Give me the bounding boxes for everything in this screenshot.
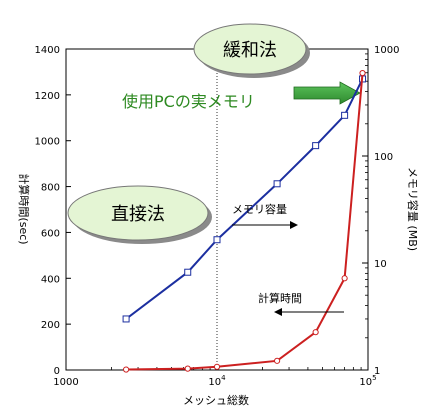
method-label-direct: 直接法 xyxy=(67,185,212,244)
series-layer xyxy=(122,69,367,373)
y-right-tick-label: 100 xyxy=(374,152,393,163)
x-tick-exponent: 5 xyxy=(372,374,376,382)
right-axis-title: メモリ容量 (MB) xyxy=(406,167,420,251)
data-point xyxy=(184,365,191,372)
data-point xyxy=(184,268,192,276)
y-left-tick-label: 200 xyxy=(41,320,60,331)
data-point xyxy=(341,275,348,282)
time-direction-arrow xyxy=(274,308,344,316)
data-point xyxy=(122,366,130,373)
x-tick-exponent: 4 xyxy=(221,374,226,382)
data-point xyxy=(273,357,281,364)
ellipse xyxy=(67,185,209,241)
memory-limit-label: 使用PCの実メモリ xyxy=(122,92,255,111)
method-left-text: 直接法 xyxy=(111,204,165,225)
left-axis-title: 計算時間(sec) xyxy=(17,173,31,244)
y-right-tick-label: 1000 xyxy=(374,45,399,56)
y-left-tick-label: 1200 xyxy=(35,91,60,102)
series-1 xyxy=(122,69,366,373)
time-series-label: 計算時間 xyxy=(258,291,302,305)
y-right-tick-label: 10 xyxy=(374,259,387,270)
data-point xyxy=(312,142,320,150)
memory-series-label: メモリ容量 xyxy=(232,202,287,216)
data-point xyxy=(122,315,130,323)
y-left-tick-label: 400 xyxy=(41,274,60,285)
y-left-tick-label: 1000 xyxy=(35,137,60,148)
method-label-relaxation: 緩和法 xyxy=(193,23,310,78)
data-point xyxy=(341,111,349,119)
y-left-tick-label: 1400 xyxy=(35,45,60,56)
left-axis-ticks: 0 200 400 600 800 1000 1200 1400 xyxy=(35,45,71,377)
x-tick-label: 1000 xyxy=(53,377,78,388)
data-point xyxy=(213,363,221,370)
y-left-tick-label: 0 xyxy=(54,366,60,377)
memory-limit-arrow xyxy=(293,81,361,105)
y-left-tick-label: 800 xyxy=(41,183,60,194)
ellipse xyxy=(193,23,307,75)
x-tick-label: 105 xyxy=(359,374,376,388)
x-axis-title: メッシュ総数 xyxy=(183,393,249,407)
y-right-tick-label: 1 xyxy=(374,366,380,377)
data-point xyxy=(359,69,366,77)
data-point xyxy=(213,236,221,244)
data-point xyxy=(312,329,319,336)
data-point xyxy=(273,180,281,188)
x-tick-label: 104 xyxy=(208,374,226,388)
memory-direction-arrow xyxy=(232,221,298,229)
right-axis-ticks: 1 10 100 1000 xyxy=(362,45,399,377)
method-top-text: 緩和法 xyxy=(223,40,277,61)
y-left-tick-label: 600 xyxy=(41,228,60,239)
